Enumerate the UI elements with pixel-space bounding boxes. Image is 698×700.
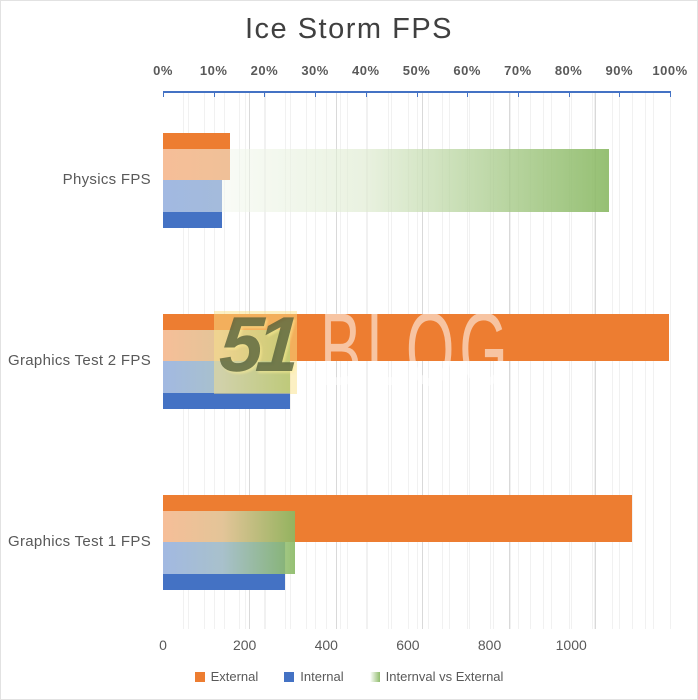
percent-axis-tick-label: 50% xyxy=(402,63,431,78)
percent-axis-tick xyxy=(568,91,570,97)
gridline-minor xyxy=(670,91,671,629)
category-label: Physics FPS xyxy=(62,170,151,188)
bar-internal-vs-external xyxy=(163,510,295,574)
legend-item: Internval vs External xyxy=(369,669,504,684)
percent-axis-tick xyxy=(315,91,317,97)
percent-axis-tick-label: 80% xyxy=(554,63,583,78)
percent-axis-tick-label: 20% xyxy=(250,63,279,78)
value-axis-tick-label: 600 xyxy=(396,637,420,653)
percent-axis-tick-label: 0% xyxy=(153,63,173,78)
percent-axis-tick xyxy=(517,91,519,97)
percent-axis-tick-label: 70% xyxy=(504,63,532,78)
percent-axis-tick-label: 10% xyxy=(199,63,228,78)
legend-swatch-solid-blue xyxy=(284,671,295,682)
legend-label: Internal xyxy=(300,669,344,684)
percent-axis-tick xyxy=(264,91,266,97)
legend-item: Internal xyxy=(284,669,344,684)
legend-swatch-gradient-green xyxy=(369,671,380,682)
legend-item: External xyxy=(194,669,259,684)
percent-axis-tick-label: 90% xyxy=(605,63,634,78)
bar-internal-vs-external xyxy=(163,148,610,212)
percent-axis-tick xyxy=(619,91,621,97)
value-axis-tick-label: 400 xyxy=(314,637,338,653)
category-label: Graphics Test 1 FPS xyxy=(8,532,151,550)
percent-axis-tick xyxy=(467,91,469,97)
percent-axis-tick xyxy=(670,91,671,97)
percent-axis-tick-label: 100% xyxy=(652,63,688,78)
legend-label: Internval vs External xyxy=(385,669,504,684)
legend-swatch-solid-orange xyxy=(194,671,205,682)
percent-axis-tick xyxy=(163,91,164,97)
category-label: Graphics Test 2 FPS xyxy=(8,351,151,369)
chart-title: Ice Storm FPS xyxy=(244,13,454,45)
legend-label: External xyxy=(210,669,259,684)
percent-axis-tick xyxy=(416,91,418,97)
value-axis-tick-label: 200 xyxy=(232,637,257,653)
legend: External Internal Internval vs External xyxy=(1,669,697,684)
bar-internal-vs-external xyxy=(163,329,290,393)
value-axis-tick-label: 1000 xyxy=(555,637,587,653)
value-axis-tick-label: 0 xyxy=(159,637,167,653)
percent-axis-tick-label: 60% xyxy=(453,63,481,78)
percent-axis-tick-label: 40% xyxy=(352,63,380,78)
value-axis-tick-label: 800 xyxy=(477,637,502,653)
percent-axis-tick-label: 30% xyxy=(301,63,329,78)
percent-axis-tick xyxy=(365,91,367,97)
percent-axis-tick xyxy=(213,91,215,97)
